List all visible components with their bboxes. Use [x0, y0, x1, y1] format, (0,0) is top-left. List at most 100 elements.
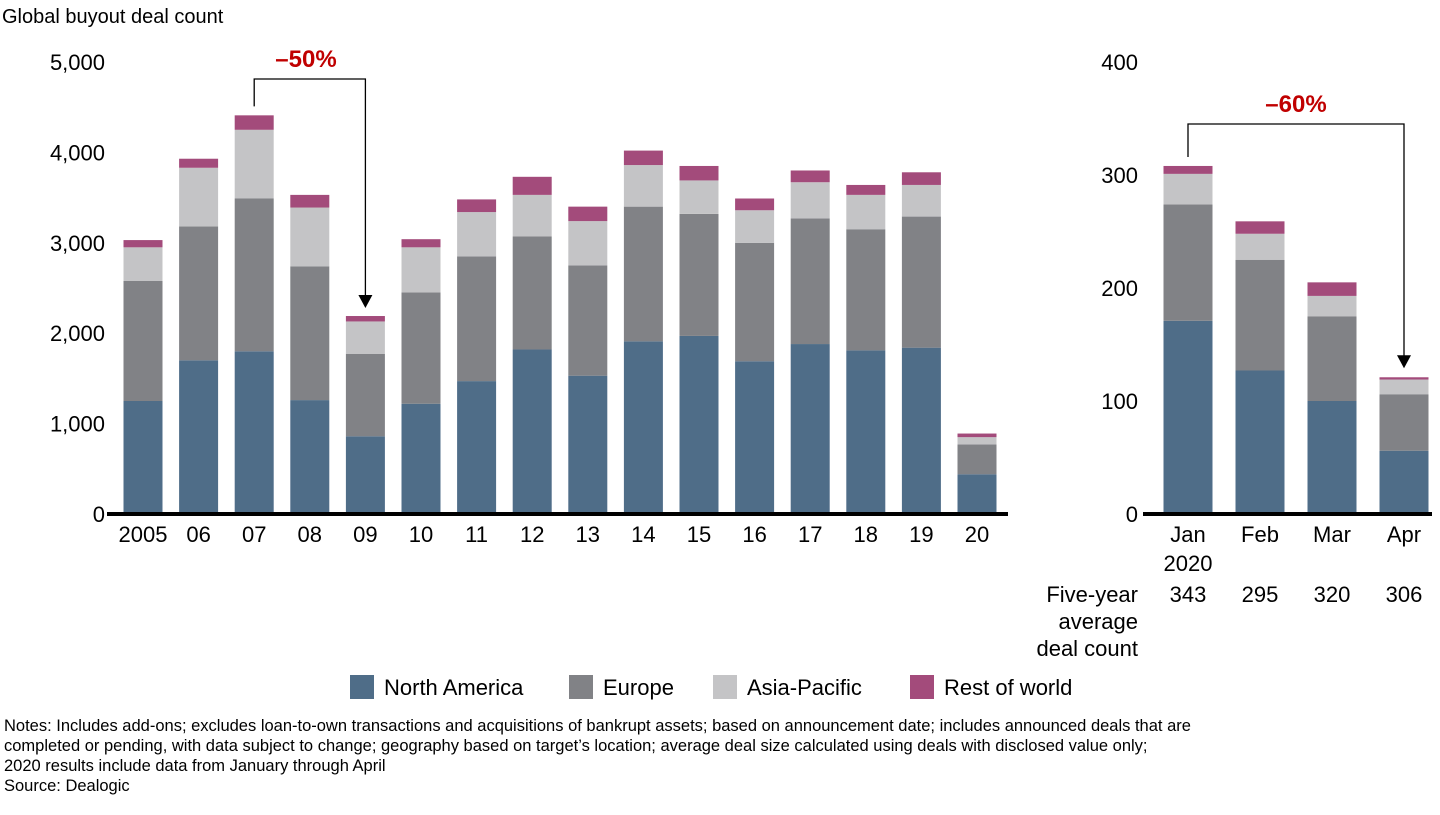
annual-bar-12-rest-of-world: [512, 176, 552, 195]
annual-bar-15-europe: [679, 213, 719, 336]
annual-x-tick-20: 20: [965, 522, 989, 547]
annual-bar-07-asia-pacific: [234, 129, 274, 199]
annual-x-tick-07: 07: [242, 522, 266, 547]
monthly-x-tick-2020-line2: 2020: [1164, 551, 1213, 576]
annual-bar-14-rest-of-world: [623, 150, 663, 166]
annual-bar-10-europe: [401, 292, 441, 404]
monthly-bar-mar-europe: [1307, 316, 1357, 401]
monthly-bar-mar-north-america: [1307, 401, 1357, 514]
notes-line-1: Notes: Includes add-ons; excludes loan-t…: [4, 717, 1191, 735]
annual-x-tick-18: 18: [854, 522, 878, 547]
monthly-y-tick-300: 300: [1101, 163, 1138, 188]
annual-bar-11-asia-pacific: [457, 212, 497, 257]
monthly-bar-jan-2020-europe: [1163, 204, 1213, 321]
monthly-change-label: –60%: [1265, 91, 1326, 118]
five-year-average-value-mar: 320: [1314, 582, 1351, 607]
annual-y-tick-3000: 3,000: [50, 231, 105, 256]
legend-label-north-america: North America: [384, 675, 524, 700]
legend-swatch-north-america: [350, 675, 374, 699]
annual-bar-18-rest-of-world: [846, 184, 886, 195]
annual-x-tick-2005: 2005: [119, 522, 168, 547]
annual-bar-13-europe: [568, 265, 608, 376]
monthly-bar-mar-rest-of-world: [1307, 282, 1357, 296]
annual-bar-08-rest-of-world: [290, 194, 330, 208]
five-year-average-label-line1: Five-year: [1046, 582, 1138, 607]
annual-bar-06-rest-of-world: [179, 158, 219, 168]
annual-bar-19-europe: [901, 216, 941, 348]
annual-bar-14-europe: [623, 206, 663, 342]
annual-bar-06-europe: [179, 226, 219, 361]
monthly-y-tick-0: 0: [1126, 502, 1138, 527]
annual-bar-18-asia-pacific: [846, 194, 886, 230]
annual-x-tick-06: 06: [186, 522, 210, 547]
five-year-average-label-line2: average: [1058, 609, 1138, 634]
annual-y-tick-0: 0: [93, 502, 105, 527]
legend-label-rest-of-world: Rest of world: [944, 675, 1072, 700]
annual-bar-11-north-america: [457, 381, 497, 514]
legend-label-europe: Europe: [603, 675, 674, 700]
footnotes: Notes: Includes add-ons; excludes loan-t…: [4, 716, 1440, 796]
five-year-average-value-apr: 306: [1386, 582, 1423, 607]
annual-bar-14-asia-pacific: [623, 165, 663, 207]
monthly-bar-mar-asia-pacific: [1307, 295, 1357, 317]
monthly-y-tick-100: 100: [1101, 389, 1138, 414]
annual-x-tick-17: 17: [798, 522, 822, 547]
monthly-bar-feb-asia-pacific: [1235, 233, 1285, 260]
legend-swatch-rest-of-world: [910, 675, 934, 699]
monthly-bar-feb-europe: [1235, 259, 1285, 371]
annual-bar-09-rest-of-world: [345, 316, 385, 322]
annual-x-tick-15: 15: [687, 522, 711, 547]
annual-change-bracket: [253, 78, 367, 297]
annual-bar-19-north-america: [901, 347, 941, 514]
monthly-y-tick-400: 400: [1101, 50, 1138, 75]
monthly-bar-feb-rest-of-world: [1235, 221, 1285, 234]
annual-bar-16-rest-of-world: [735, 198, 775, 211]
annual-x-tick-10: 10: [409, 522, 433, 547]
five-year-average-value-feb: 295: [1242, 582, 1279, 607]
annual-bar-11-europe: [457, 256, 497, 382]
annual-bar-2005-europe: [123, 280, 163, 401]
monthly-change-arrowhead: [1397, 355, 1411, 369]
annual-bar-20-europe: [957, 444, 997, 475]
annual-bar-13-asia-pacific: [568, 221, 608, 266]
annual-x-tick-14: 14: [631, 522, 655, 547]
annual-bar-11-rest-of-world: [457, 199, 497, 213]
source-line: Source: Dealogic: [4, 777, 130, 795]
annual-change-arrowhead: [358, 295, 373, 309]
annual-x-tick-08: 08: [298, 522, 322, 547]
legend-swatch-europe: [569, 675, 593, 699]
annual-bar-16-europe: [735, 242, 775, 362]
monthly-bar-apr-north-america: [1379, 450, 1429, 514]
monthly-x-tick-feb: Feb: [1241, 522, 1279, 547]
annual-bar-09-north-america: [345, 436, 385, 514]
annual-x-tick-19: 19: [909, 522, 933, 547]
monthly-bar-jan-2020-rest-of-world: [1163, 165, 1213, 174]
annual-bar-18-europe: [846, 229, 886, 351]
annual-bar-06-north-america: [179, 360, 219, 514]
monthly-x-tick-jan: Jan: [1170, 522, 1205, 547]
annual-bar-15-north-america: [679, 335, 719, 514]
annual-bar-17-europe: [790, 218, 830, 345]
annual-bar-09-europe: [345, 353, 385, 437]
annual-bar-08-north-america: [290, 400, 330, 514]
legend-label-asia-pacific: Asia-Pacific: [747, 675, 862, 700]
notes-line-3: 2020 results include data from January t…: [4, 757, 386, 775]
annual-bar-19-asia-pacific: [901, 184, 941, 217]
annual-x-tick-12: 12: [520, 522, 544, 547]
annual-bar-2005-north-america: [123, 401, 163, 514]
annual-bar-20-asia-pacific: [957, 437, 997, 445]
annual-bar-13-north-america: [568, 375, 608, 514]
monthly-bar-apr-rest-of-world: [1379, 377, 1429, 380]
annual-bar-07-north-america: [234, 351, 274, 514]
five-year-average-value-jan: 343: [1170, 582, 1207, 607]
annual-bar-14-north-america: [623, 341, 663, 514]
monthly-bar-jan-2020-asia-pacific: [1163, 173, 1213, 205]
monthly-bar-apr-europe: [1379, 394, 1429, 451]
annual-x-tick-16: 16: [742, 522, 766, 547]
annual-x-tick-11: 11: [465, 522, 488, 547]
annual-y-tick-1000: 1,000: [50, 412, 105, 437]
annual-bar-15-asia-pacific: [679, 180, 719, 214]
annual-bar-09-asia-pacific: [345, 321, 385, 354]
annual-bar-16-asia-pacific: [735, 210, 775, 243]
